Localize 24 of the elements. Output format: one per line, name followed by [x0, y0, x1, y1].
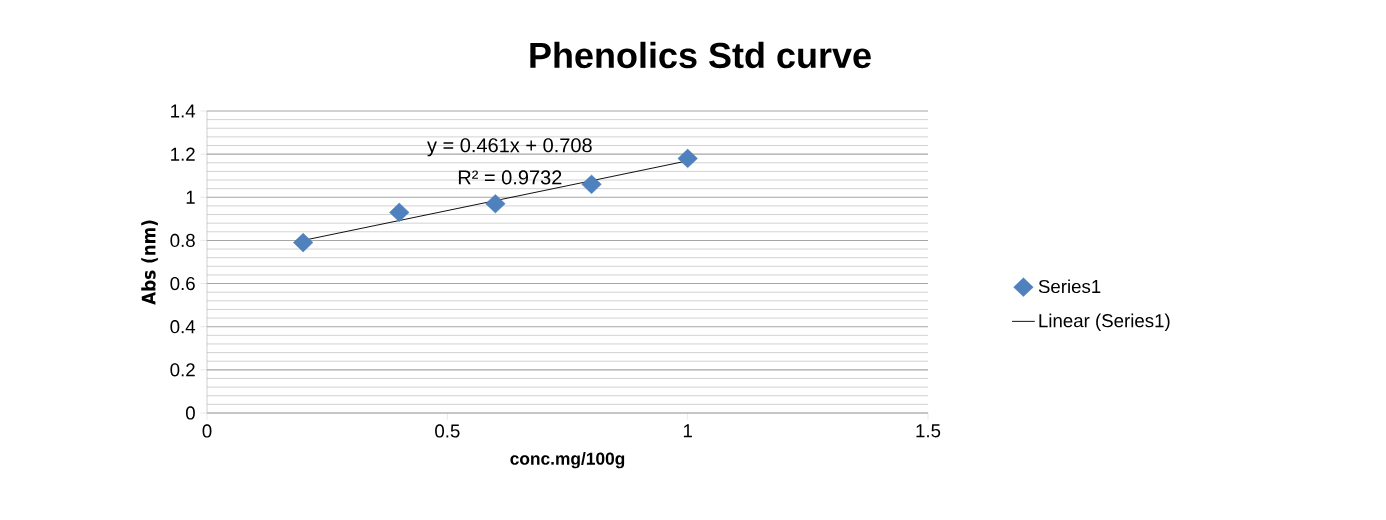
y-tick-label: 1	[186, 190, 195, 204]
point	[389, 202, 410, 222]
annotation: y = 0.461x + 0.708	[427, 138, 592, 157]
x-tick-label: 1.5	[916, 424, 941, 438]
y-tick-label: 0.2	[170, 363, 195, 377]
point	[293, 232, 314, 253]
x-tick-label: 1	[683, 424, 692, 438]
y-tick-label: 0.4	[170, 320, 196, 334]
legend-label: Linear (Series1)	[1039, 313, 1170, 331]
y-tick-label: 0.8	[170, 233, 195, 248]
point	[581, 174, 602, 194]
y-axis-title: Abs (nm)	[141, 220, 158, 305]
annotation: R² = 0.9732	[458, 170, 562, 185]
x-tick-label: 0	[202, 424, 212, 438]
y-tick-label: 0.6	[170, 276, 195, 291]
point	[677, 148, 698, 169]
y-tick-label: 1.2	[171, 147, 195, 161]
x-tick-label: 0.5	[435, 424, 460, 438]
x-axis-title: conc.mg/100g	[510, 452, 625, 469]
y-tick-label: 0	[185, 406, 195, 420]
point	[485, 194, 506, 214]
chart-title: Phenolics Std curve	[530, 41, 871, 69]
legend-label: Series1	[1038, 279, 1101, 294]
y-tick-label: 1.4	[171, 104, 196, 118]
